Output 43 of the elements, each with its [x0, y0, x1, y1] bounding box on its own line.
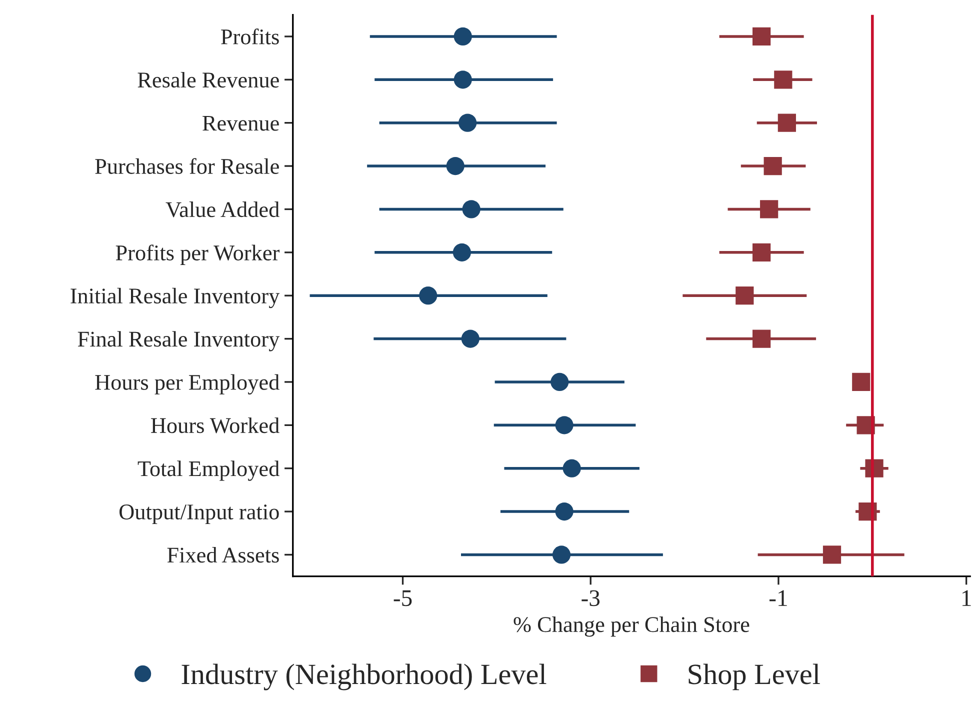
y-tick-label: Output/Input ratio — [120, 504, 279, 524]
point — [822, 546, 842, 564]
point — [774, 70, 792, 89]
y-tick-label: Resale Revenue — [138, 72, 279, 88]
legend-label: Industry (Neighborhood) Level — [182, 664, 546, 690]
y-tick-label: Final Resale Inventory — [78, 331, 280, 352]
x-tick-label: -5 — [394, 590, 412, 606]
point — [552, 546, 571, 564]
point — [461, 330, 480, 348]
point — [752, 243, 771, 262]
y-tick-label: Profits per Worker — [116, 244, 280, 265]
point — [562, 459, 581, 478]
point — [760, 200, 778, 218]
point — [778, 114, 796, 132]
y-tick-label: Hours per Employed — [95, 374, 280, 394]
y-tick-label: Profits — [221, 28, 279, 44]
y-tick-label: Total Employed — [138, 460, 280, 481]
point — [752, 330, 771, 348]
point — [419, 286, 438, 305]
point — [555, 416, 574, 434]
point — [752, 27, 771, 46]
point — [454, 27, 472, 46]
point — [458, 114, 477, 132]
point — [736, 286, 754, 305]
y-tick-label: Revenue — [202, 116, 279, 131]
legend-label: Shop Level — [688, 664, 820, 690]
x-tick-label: -3 — [582, 590, 600, 606]
y-tick-label: Initial Resale Inventory — [70, 288, 280, 308]
point — [454, 70, 472, 89]
y-tick-label: Fixed Assets — [167, 547, 279, 563]
x-axis-title: % Change per Chain Store — [514, 616, 750, 637]
point — [452, 243, 471, 262]
x-tick-label: -1 — [770, 590, 787, 606]
x-tick-label: 1 — [962, 590, 971, 606]
point — [852, 372, 870, 392]
y-tick-label: Hours Worked — [151, 417, 280, 434]
point — [446, 156, 464, 176]
point — [550, 372, 569, 392]
point — [764, 156, 782, 176]
point — [555, 502, 574, 521]
y-tick-label: Value Added — [166, 202, 280, 218]
point — [462, 200, 480, 218]
y-tick-label: Purchases for Resale — [95, 158, 279, 174]
